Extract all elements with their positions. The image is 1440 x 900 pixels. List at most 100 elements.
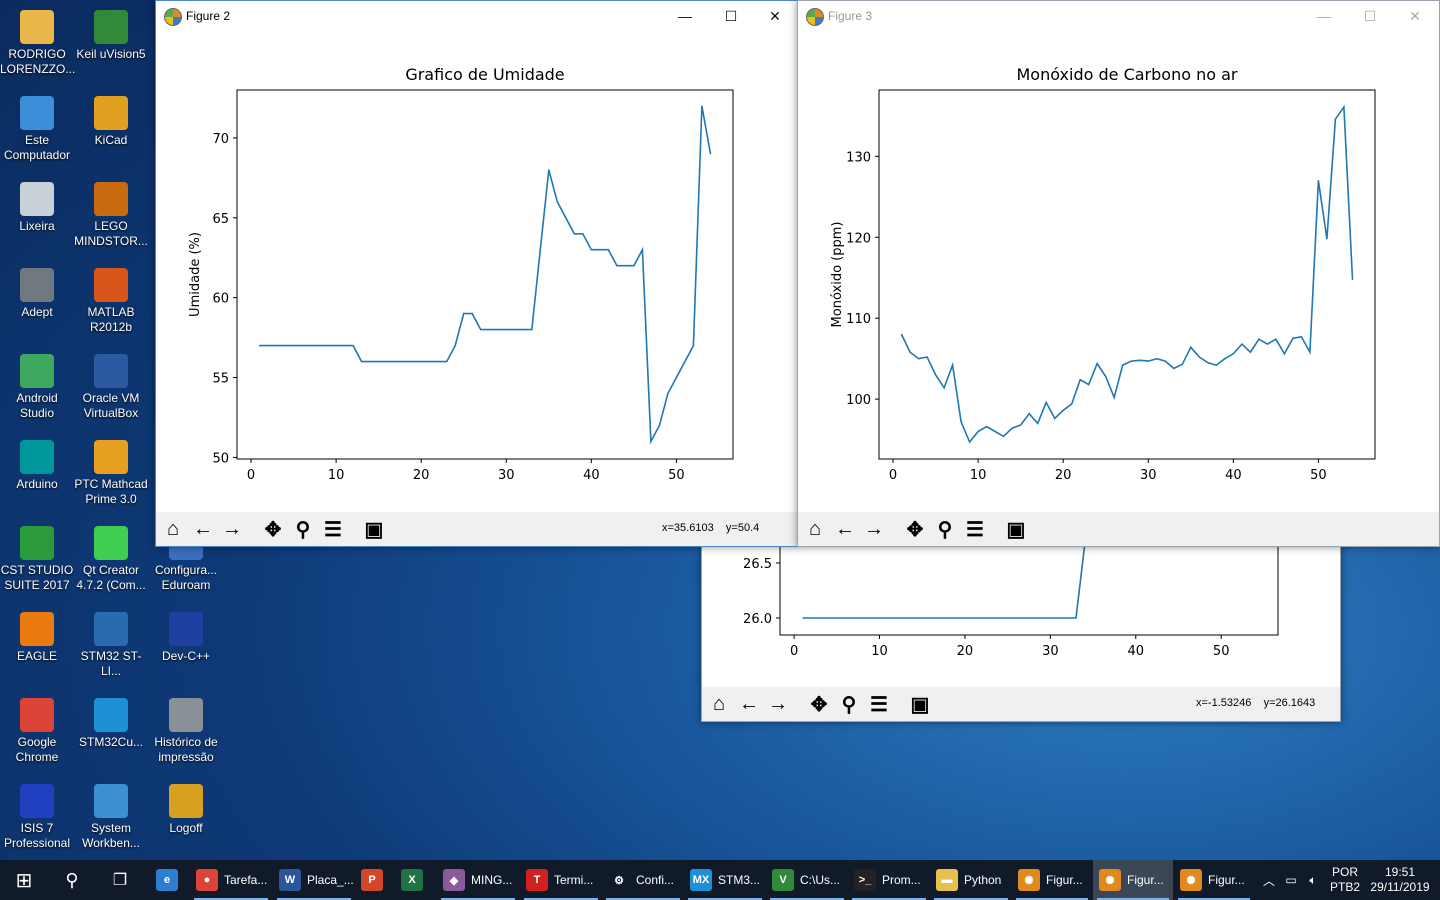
minimize-button[interactable]: —	[678, 8, 692, 24]
desktop-icon[interactable]: ISIS 7 Professional	[0, 784, 74, 851]
desktop-icon[interactable]: PTC Mathcad Prime 3.0	[74, 440, 148, 507]
taskbar-app[interactable]: T Termi...	[520, 860, 602, 900]
back-arrow-icon[interactable]: ←	[739, 692, 759, 715]
network-icon[interactable]: ▭	[1285, 873, 1297, 887]
taskbar-app[interactable]: ⚙ Confi...	[602, 860, 684, 900]
taskbar-app[interactable]: e	[150, 860, 190, 900]
running-indicator	[852, 898, 926, 900]
maximize-button[interactable]: ☐	[724, 7, 738, 24]
figure-2-window[interactable]: Figure 2 — ☐ ✕ Grafico de Umidade 0 10 20 30…	[155, 0, 798, 547]
y-tick-label: 120	[846, 231, 871, 246]
data-point	[446, 360, 448, 363]
home-icon[interactable]: ⌂	[166, 517, 180, 540]
clock-time: 19:51	[1384, 865, 1416, 879]
subplots-icon[interactable]: ☰	[870, 693, 888, 716]
desktop-icon-label: Arduino	[16, 477, 58, 491]
home-icon[interactable]: ⌂	[808, 517, 822, 540]
minimize-button[interactable]: —	[1317, 8, 1331, 24]
taskbar-app[interactable]: W Placa_...	[273, 860, 355, 900]
taskbar-app[interactable]: ✺ Figur...	[1012, 860, 1092, 900]
desktop-icon[interactable]: CST STUDIO SUITE 2017	[0, 526, 74, 593]
matplotlib-icon	[806, 8, 824, 26]
pan-icon[interactable]: ✥	[810, 693, 828, 716]
desktop-icon[interactable]: Adept	[0, 268, 74, 320]
data-point	[641, 249, 643, 251]
back-arrow-icon[interactable]: ←	[835, 517, 855, 540]
taskbar-app[interactable]: MX STM3...	[684, 860, 766, 900]
desktop-icon[interactable]: Dev-C++	[149, 612, 223, 664]
taskbar-app[interactable]: >_ Prom...	[848, 860, 930, 900]
data-point	[497, 329, 499, 331]
save-icon[interactable]: ▣	[364, 518, 384, 541]
desktop-icon[interactable]: Este Computador	[0, 96, 74, 163]
pan-icon[interactable]: ✥	[906, 518, 924, 541]
desktop-icon[interactable]: Oracle VM VirtualBox	[74, 354, 148, 421]
desktop-icon[interactable]: Android Studio	[0, 354, 74, 421]
desktop-icon[interactable]: Histórico de impressão	[149, 698, 223, 765]
home-icon[interactable]: ⌂	[712, 692, 726, 715]
terminal-icon: T	[526, 869, 548, 891]
x-tick-label: 10	[970, 468, 987, 483]
taskbar-app[interactable]: ◆ MING...	[437, 860, 519, 900]
desktop-icon[interactable]: Logoff	[149, 784, 223, 836]
close-button[interactable]: ✕	[1409, 7, 1421, 24]
y-tick-label: 70	[212, 132, 229, 147]
maximize-button[interactable]: ☐	[1363, 7, 1377, 24]
taskbar-app[interactable]: ● Tarefa...	[190, 860, 272, 900]
folder-icon: ▬	[936, 869, 958, 891]
desktop-icon[interactable]: EAGLE	[0, 612, 74, 664]
zoom-icon[interactable]: ⚲	[841, 693, 857, 716]
taskbar-app[interactable]: X	[395, 860, 437, 900]
save-icon[interactable]: ▣	[910, 693, 930, 716]
desktop-icon[interactable]: STM32 ST-LI...	[74, 612, 148, 679]
zoom-icon[interactable]: ⚲	[295, 518, 311, 541]
desktop-icon[interactable]: Lixeira	[0, 182, 74, 234]
subplots-icon[interactable]: ☰	[966, 518, 984, 541]
input-language[interactable]: POR PTB2	[1326, 860, 1364, 900]
desktop-icon[interactable]: MATLAB R2012b	[74, 268, 148, 335]
data-point	[667, 392, 669, 395]
back-arrow-icon[interactable]: ←	[193, 517, 213, 540]
desktop-icon[interactable]: Keil uVision5	[74, 10, 148, 62]
x-tick-label: 30	[1042, 644, 1059, 659]
pan-icon[interactable]: ✥	[264, 518, 282, 541]
volume-muted-icon[interactable]: 🔈︎	[1309, 872, 1317, 887]
desktop-icon[interactable]: System Workben...	[74, 784, 148, 851]
taskbar-app-label: STM3...	[718, 873, 761, 887]
data-point	[488, 329, 490, 331]
forward-arrow-icon[interactable]: →	[222, 517, 242, 540]
lego-icon	[94, 182, 128, 216]
keil-icon: V	[772, 869, 794, 891]
task-view-icon[interactable]: ❐	[112, 872, 128, 889]
desktop-icon[interactable]: RODRIGO LORENZZO...	[0, 10, 75, 77]
figure-3-window[interactable]: Figure 3 — ☐ ✕ Monóxido de Carbono no ar…	[797, 0, 1440, 547]
taskbar-app[interactable]: P	[355, 860, 395, 900]
desktop-icon[interactable]: KiCad	[74, 96, 148, 148]
desktop-icon-label: CST STUDIO SUITE 2017	[0, 563, 74, 592]
show-hidden-icons-chevron-icon[interactable]: ︿	[1262, 873, 1275, 888]
zoom-icon[interactable]: ⚲	[937, 518, 953, 541]
desktop-icon[interactable]: Arduino	[0, 440, 74, 492]
taskbar-app[interactable]: ✺ Figur...	[1093, 860, 1173, 900]
start-button[interactable]: ⊞	[15, 869, 33, 892]
desktop-icon[interactable]: Google Chrome	[0, 698, 74, 765]
figure-3-titlebar[interactable]: Figure 3 — ☐ ✕	[798, 1, 1439, 31]
taskbar-app[interactable]: ▬ Python	[930, 860, 1012, 900]
taskbar-app[interactable]: ✺ Figur...	[1174, 860, 1254, 900]
clock[interactable]: 19:51 29/11/2019	[1364, 860, 1436, 900]
figure-2-toolbar: ⌂ ← → ✥ ⚲ ☰ ▣ x=35.6103 y=50.4	[156, 512, 797, 546]
eagle-icon	[20, 612, 54, 646]
save-icon[interactable]: ▣	[1006, 518, 1026, 541]
figure-2-titlebar[interactable]: Figure 2 — ☐ ✕	[156, 1, 797, 31]
desktop-icon[interactable]: STM32Cu...	[74, 698, 148, 750]
forward-arrow-icon[interactable]: →	[768, 692, 788, 715]
data-point	[1215, 364, 1217, 366]
search-icon[interactable]: ⚲	[65, 869, 79, 890]
subplots-icon[interactable]: ☰	[324, 518, 342, 541]
forward-arrow-icon[interactable]: →	[864, 517, 884, 540]
desktop-icon[interactable]: LEGO MINDSTOR...	[74, 182, 148, 249]
close-button[interactable]: ✕	[769, 7, 781, 24]
desktop-icon[interactable]: Qt Creator 4.7.2 (Com...	[74, 526, 148, 593]
data-point	[403, 360, 405, 363]
taskbar-app[interactable]: V C:\Us...	[766, 860, 848, 900]
